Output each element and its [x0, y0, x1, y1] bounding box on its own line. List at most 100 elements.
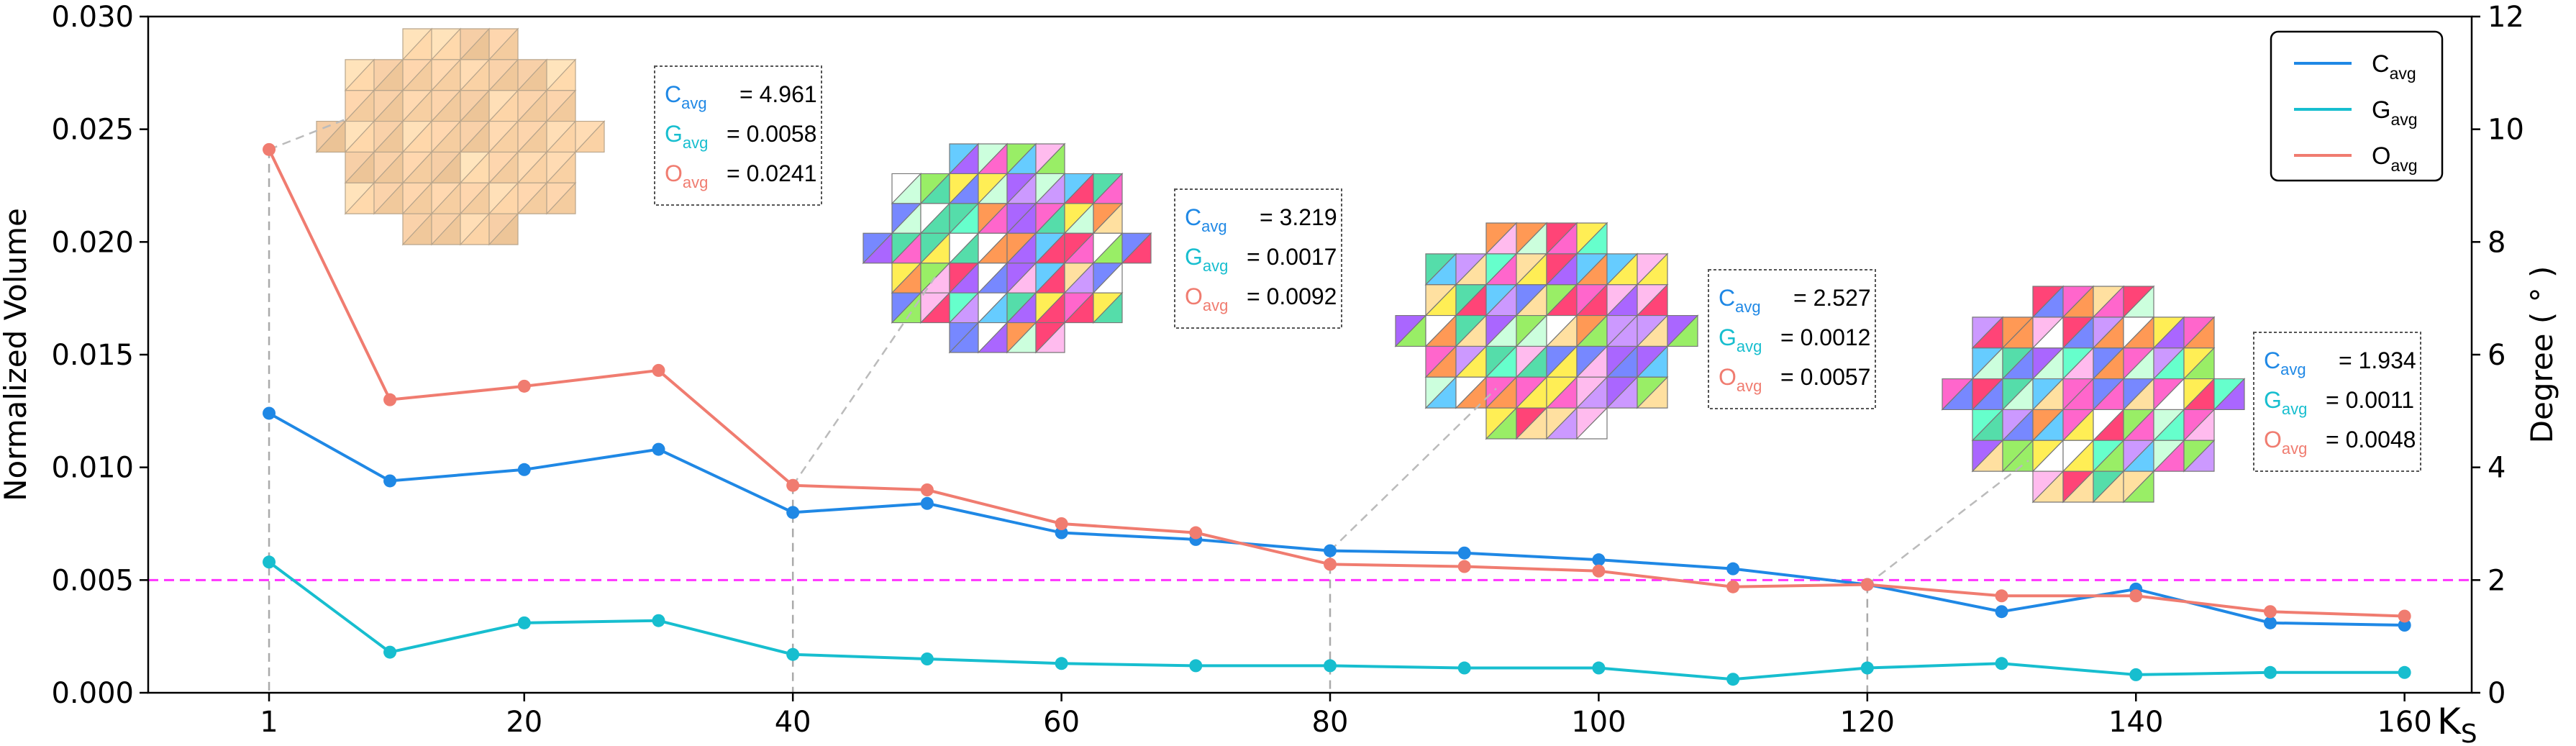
y2-tick-label: 0: [2488, 677, 2506, 710]
data-point-O: [652, 363, 665, 377]
annotation-box: Cavg = 1.934 Gavg = 0.0011 Oavg = 0.0048: [2253, 332, 2421, 472]
y-axis-title: Normalized Volume: [0, 208, 33, 501]
x-tick-label: 60: [1043, 706, 1080, 739]
legend: Cavg Gavg Oavg: [2270, 30, 2444, 182]
annotation-series-label: Gavg: [1719, 324, 1762, 355]
y-tick-label: 0.025: [51, 114, 134, 147]
x-tick-label: 160: [2377, 706, 2431, 739]
data-point-C: [786, 506, 800, 519]
annotation-value: = 0.0012: [1780, 324, 1870, 350]
annotation-series-label: Cavg: [1185, 204, 1227, 235]
data-point-O: [1726, 580, 1740, 593]
annotation-series-label: Gavg: [1185, 244, 1228, 275]
data-point-O: [920, 483, 934, 496]
data-point-G: [1995, 657, 2008, 670]
legend-entry-label: Gavg: [2372, 96, 2418, 129]
annotation-value: = 0.0011: [2326, 387, 2414, 413]
data-point-G: [1457, 661, 1471, 675]
annotation-value: = 4.961: [739, 81, 817, 107]
annotation-series-label: Cavg: [665, 81, 707, 112]
annotation-frame: [2253, 332, 2421, 472]
data-point-G: [1592, 661, 1606, 675]
annotation-series-label: Oavg: [665, 160, 708, 191]
y2-axis-title: Degree ( ° ): [2524, 266, 2559, 444]
y-tick-label: 0.030: [51, 1, 134, 34]
annotation-box: Cavg = 2.527 Gavg = 0.0012 Oavg = 0.0057: [1708, 269, 1876, 409]
data-point-O: [383, 393, 397, 406]
annotation-value: = 0.0048: [2326, 427, 2416, 452]
annotation-value: = 1.934: [2339, 347, 2416, 373]
data-point-C: [1592, 553, 1606, 567]
data-point-C: [2398, 619, 2411, 632]
legend-entry-label: Cavg: [2372, 50, 2416, 83]
data-point-O: [517, 379, 531, 393]
diagonal-leader: [1329, 388, 1497, 552]
data-point-G: [2398, 665, 2411, 679]
data-point-G: [517, 616, 531, 629]
mesh-facet: [545, 181, 576, 214]
y2-tick-label: 4: [2488, 452, 2506, 485]
data-point-G: [1860, 661, 1874, 675]
annotation-frame: [1174, 188, 1342, 329]
y-tick-label: 0.000: [51, 677, 134, 710]
data-point-C: [263, 406, 276, 420]
y2-tick-label: 12: [2488, 1, 2524, 34]
data-point-G: [383, 645, 397, 659]
data-point-O: [1324, 558, 1337, 571]
data-point-O: [1055, 517, 1068, 530]
data-point-G: [1324, 659, 1337, 673]
mesh-facet: [1666, 314, 1698, 347]
x-tick-label: 80: [1312, 706, 1349, 739]
data-point-O: [2129, 589, 2143, 603]
series-points: [263, 142, 2411, 686]
annotation-box: Cavg = 3.219 Gavg = 0.0017 Oavg = 0.0092: [1174, 188, 1342, 329]
y2-tick-label: 10: [2488, 114, 2524, 147]
mesh-facet: [1636, 376, 1668, 409]
annotation-frame: [654, 65, 822, 206]
mesh-image: [1394, 222, 1699, 440]
annotation-value: = 0.0058: [727, 121, 816, 147]
annotation-value: = 0.0017: [1247, 244, 1337, 270]
mesh-image: [1941, 285, 2246, 504]
x-tick-label: 140: [2108, 706, 2163, 739]
data-point-C: [1055, 526, 1068, 540]
annotation-series-label: Gavg: [2264, 387, 2307, 418]
data-point-G: [1726, 673, 1740, 686]
mesh-facet: [1575, 406, 1608, 440]
data-point-O: [1995, 589, 2008, 603]
y2-tick-label: 2: [2488, 564, 2506, 597]
annotation-series-label: Oavg: [2264, 427, 2307, 458]
x-axis-title: KS: [2437, 701, 2477, 746]
mesh-facet: [488, 212, 519, 245]
data-point-C: [2263, 616, 2277, 629]
data-point-O: [2263, 605, 2277, 619]
annotation-series-label: Oavg: [1185, 283, 1228, 314]
annotation-value: = 2.527: [1793, 285, 1871, 311]
mesh-images: [315, 27, 2246, 504]
mesh-facet: [1121, 232, 1152, 264]
annotation-series-label: Oavg: [1719, 364, 1762, 395]
data-point-G: [2129, 668, 2143, 681]
data-point-O: [786, 478, 800, 492]
data-point-C: [1324, 544, 1337, 558]
y2-tick-label: 8: [2488, 226, 2506, 259]
annotation-series-label: Cavg: [1719, 285, 1761, 316]
data-point-C: [1726, 562, 1740, 576]
data-point-O: [263, 142, 276, 156]
data-point-G: [1189, 659, 1203, 673]
annotation-box: Cavg = 4.961 Gavg = 0.0058 Oavg = 0.0241: [654, 65, 822, 206]
mesh-facet: [2122, 470, 2154, 503]
data-point-G: [1055, 657, 1068, 670]
annotation-value: = 3.219: [1260, 204, 1337, 230]
data-point-G: [920, 652, 934, 665]
mesh-image: [315, 27, 606, 246]
data-point-C: [920, 496, 934, 510]
data-point-O: [1457, 560, 1471, 573]
annotation-value: = 0.0092: [1247, 283, 1337, 309]
data-point-C: [517, 463, 531, 476]
data-point-C: [1995, 605, 2008, 619]
y-tick-label: 0.015: [51, 339, 134, 372]
mesh-facet: [1034, 322, 1065, 353]
